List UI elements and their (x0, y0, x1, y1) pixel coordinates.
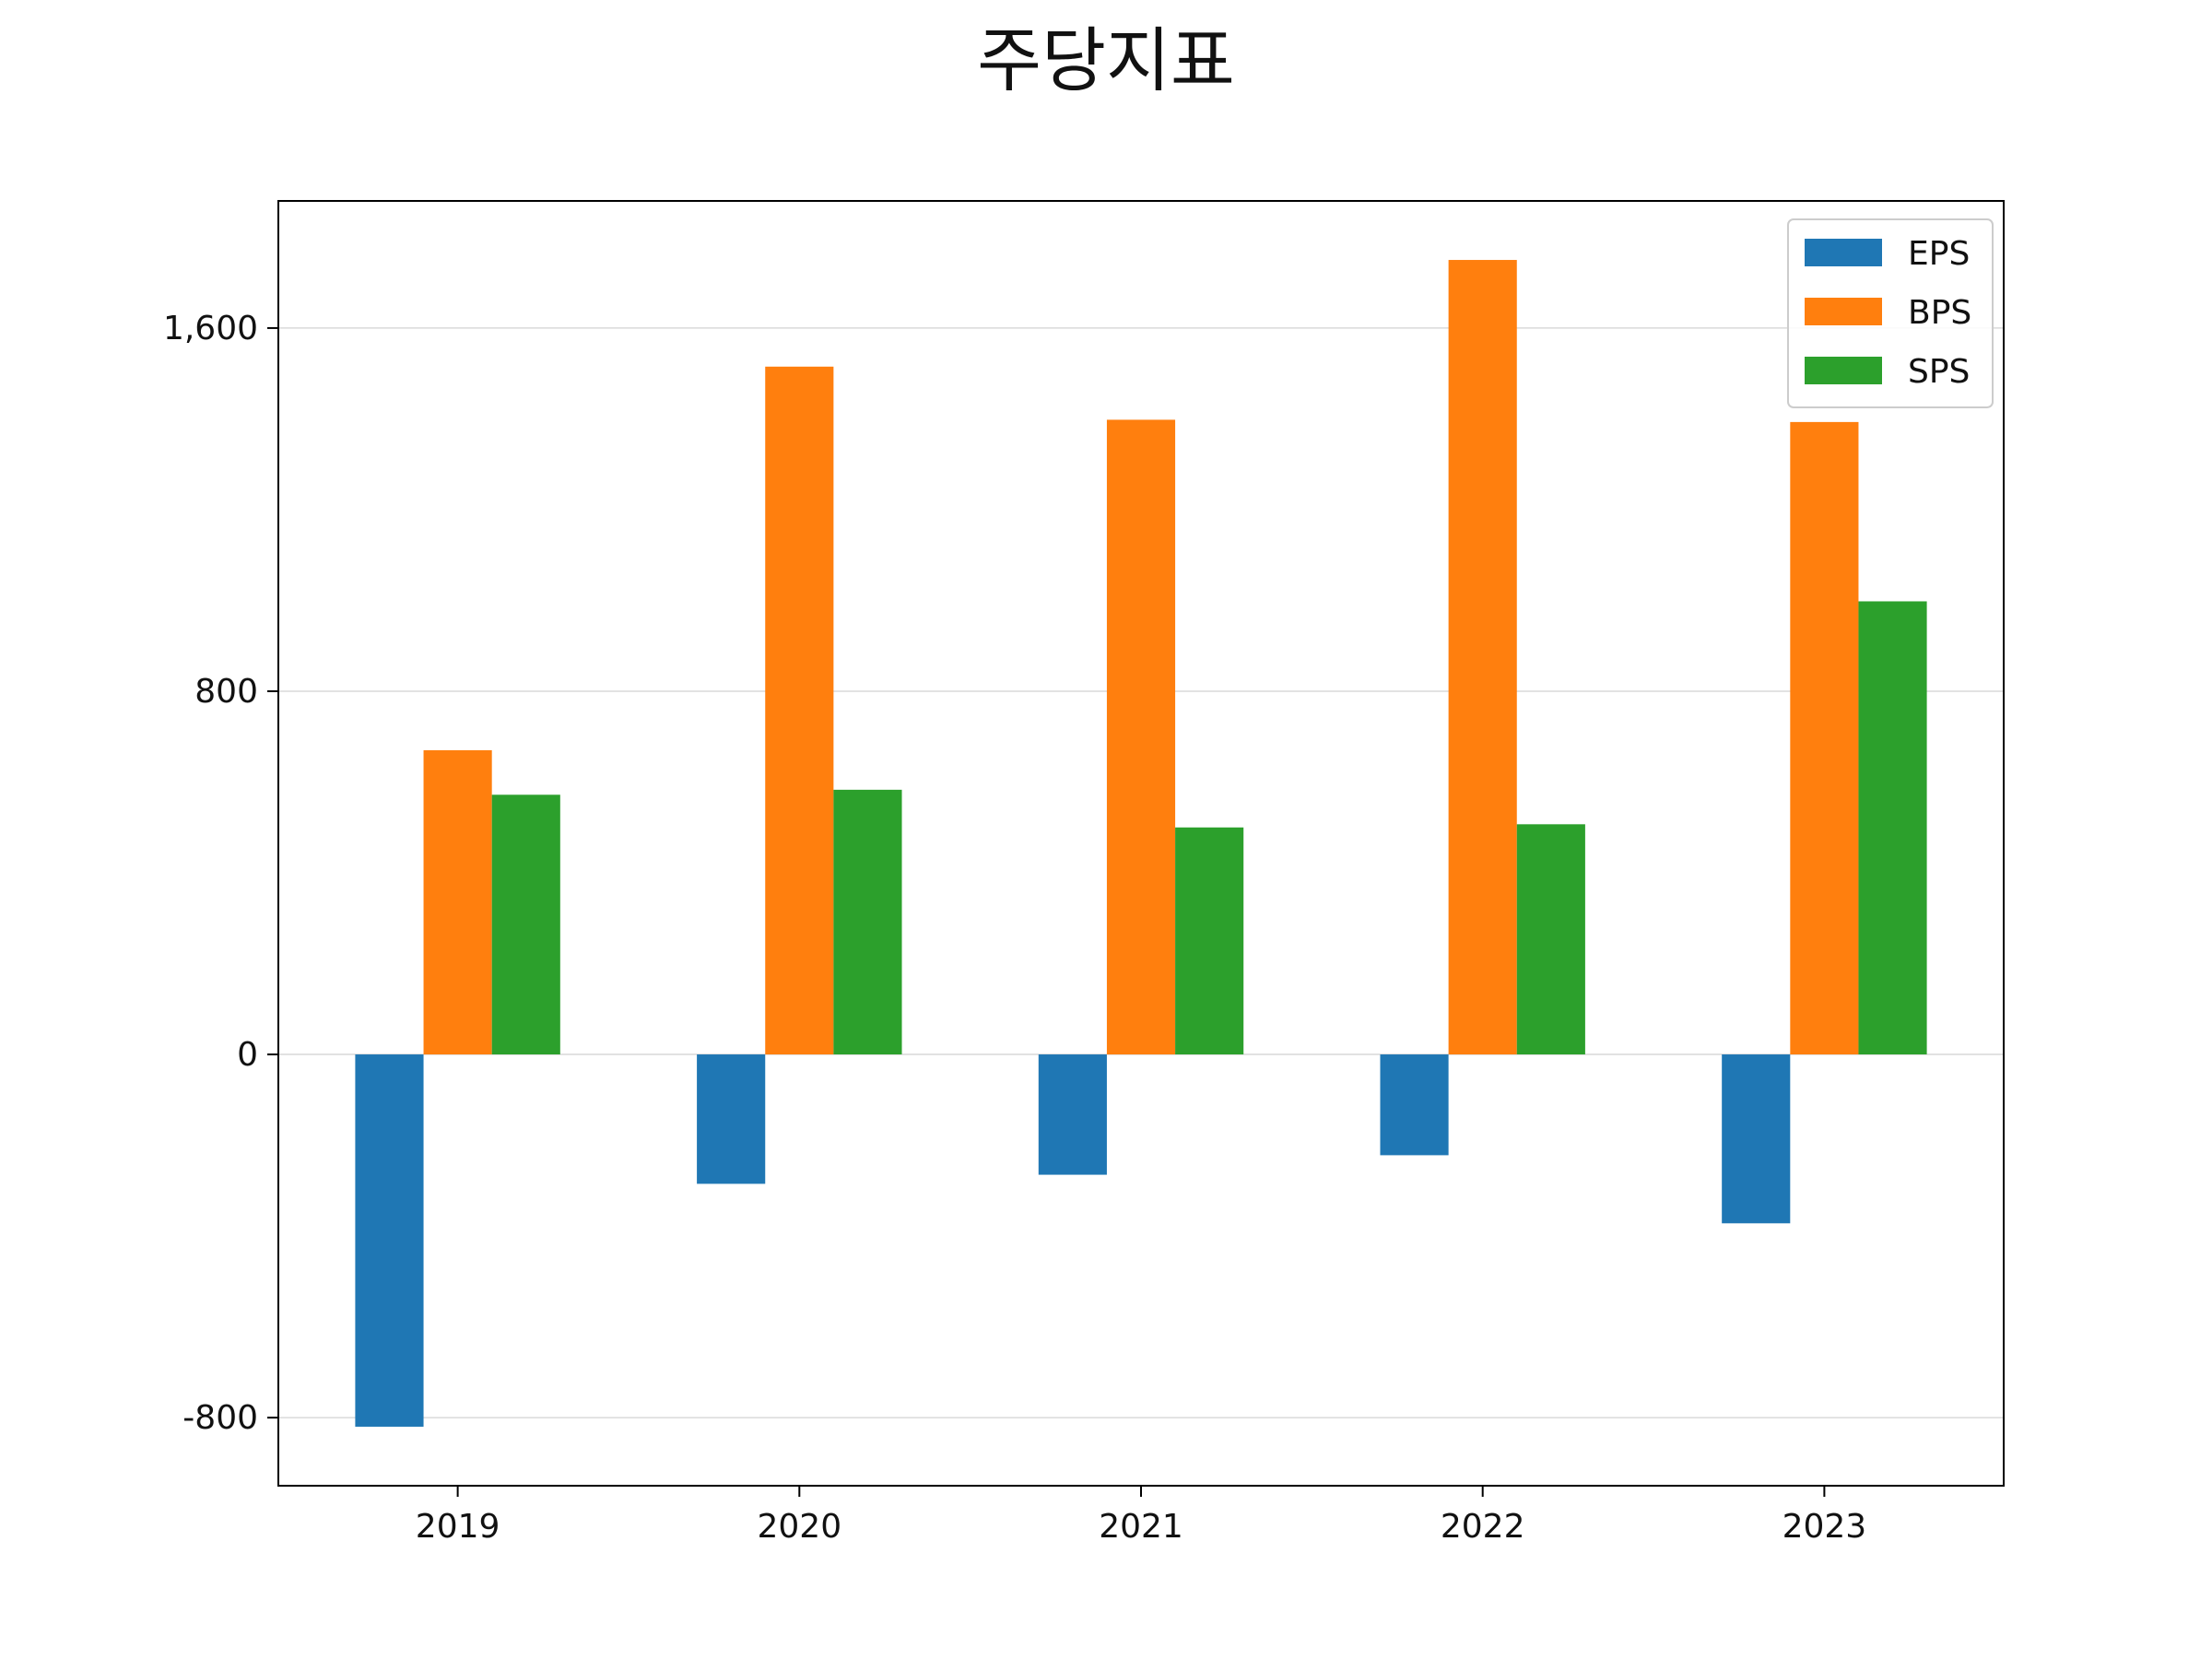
x-tick-label: 2023 (1783, 1508, 1867, 1546)
bar-sps-2019 (491, 794, 560, 1055)
legend-label-sps: SPS (1908, 353, 1970, 391)
bar-bps-2020 (765, 366, 834, 1055)
legend-label-eps: EPS (1908, 235, 1970, 273)
chart-title: 주당지표 (977, 19, 1235, 101)
x-tick-label: 2021 (1099, 1508, 1183, 1546)
legend-swatch-sps (1805, 357, 1882, 384)
bar-bps-2019 (423, 750, 492, 1055)
bars (355, 260, 1927, 1427)
bar-sps-2021 (1175, 827, 1244, 1055)
y-tick-label: -800 (182, 1399, 258, 1437)
legend-swatch-bps (1805, 298, 1882, 325)
y-tick-label: 0 (237, 1036, 258, 1074)
legend-label-bps: BPS (1908, 294, 1971, 332)
bar-bps-2022 (1448, 260, 1517, 1055)
x-tick-label: 2022 (1441, 1508, 1525, 1546)
y-tick-label: 1,600 (163, 310, 258, 347)
bar-sps-2020 (833, 789, 902, 1055)
bar-bps-2021 (1106, 419, 1176, 1055)
bar-sps-2023 (1858, 601, 1927, 1055)
bar-eps-2020 (697, 1054, 766, 1184)
x-axis: 2019 2020 2021 2022 2023 (416, 1486, 1866, 1546)
x-tick-label: 2020 (757, 1508, 841, 1546)
bar-bps-2023 (1790, 421, 1859, 1055)
x-tick-label: 2019 (416, 1508, 500, 1546)
bar-eps-2021 (1038, 1054, 1107, 1175)
legend: EPS BPS SPS (1787, 218, 1994, 408)
bar-eps-2023 (1722, 1054, 1791, 1224)
y-tick-label: 800 (194, 673, 258, 711)
bar-eps-2019 (355, 1054, 424, 1427)
y-axis: -800 0 800 1,600 (163, 310, 278, 1437)
bar-sps-2022 (1516, 824, 1585, 1055)
legend-swatch-eps (1805, 239, 1882, 266)
bar-eps-2022 (1380, 1054, 1449, 1156)
